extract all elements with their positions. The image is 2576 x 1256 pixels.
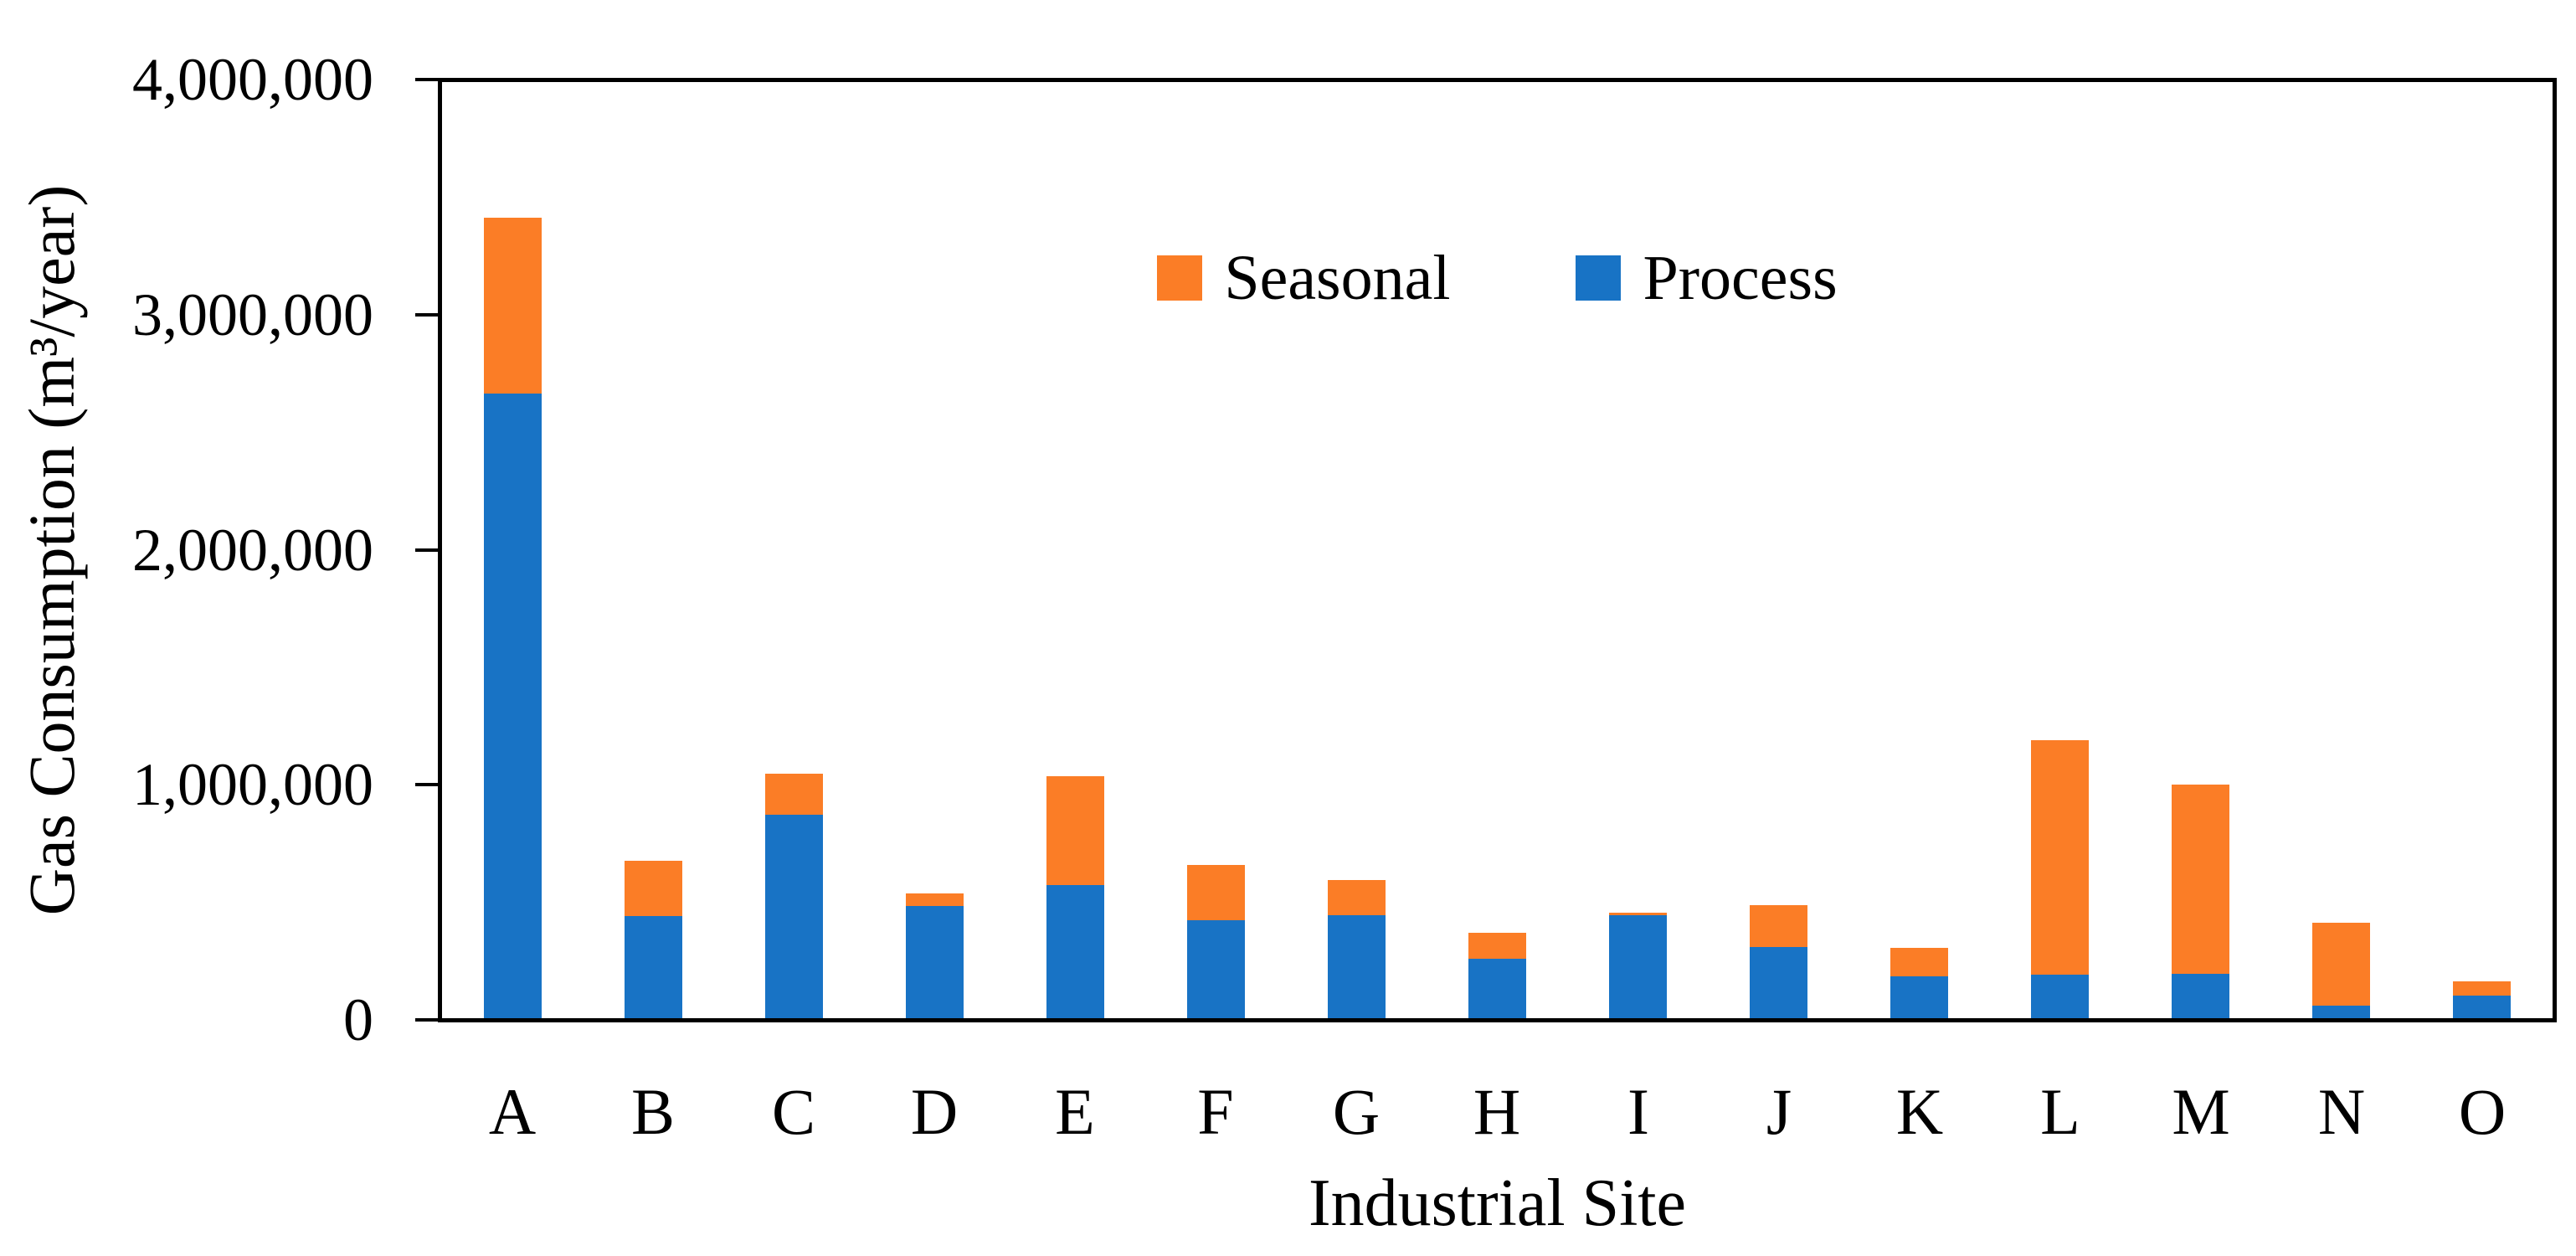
x-tick-label-M: M xyxy=(2172,1075,2230,1148)
x-tick-label-K: K xyxy=(1895,1075,1944,1148)
bar-G-process-segment xyxy=(1328,915,1386,1018)
x-tick-label-G: G xyxy=(1332,1075,1381,1148)
bar-J-process-segment xyxy=(1750,947,1807,1018)
bar-A-seasonal-segment xyxy=(484,218,542,394)
legend-swatch-seasonal xyxy=(1157,255,1203,301)
legend-label-process: Process xyxy=(1643,243,1838,313)
bar-F-seasonal-segment xyxy=(1187,865,1245,920)
bar-D-process-segment xyxy=(906,906,964,1018)
bar-C-process-segment xyxy=(765,815,823,1018)
x-tick-label-J: J xyxy=(1766,1075,1792,1148)
bar-H-process-segment xyxy=(1468,959,1526,1018)
bar-N-seasonal-segment xyxy=(2312,923,2370,1006)
bar-F-process-segment xyxy=(1187,920,1245,1018)
legend: Seasonal Process xyxy=(438,246,2557,310)
legend-entry-seasonal: Seasonal xyxy=(1157,246,1450,310)
y-axis-tick-0 xyxy=(415,1018,438,1022)
bar-E-process-segment xyxy=(1046,885,1104,1018)
x-tick-label-H: H xyxy=(1473,1075,1521,1148)
x-tick-label-N: N xyxy=(2317,1075,2366,1148)
y-axis-tick-1000000 xyxy=(415,783,438,786)
bar-L-process-segment xyxy=(2031,975,2089,1018)
x-axis-title: Industrial Site xyxy=(1308,1166,1687,1240)
bar-I-process-segment xyxy=(1609,915,1667,1018)
x-tick-label-E: E xyxy=(1055,1075,1095,1148)
bar-I-seasonal-segment xyxy=(1609,913,1667,915)
bar-M-process-segment xyxy=(2172,974,2229,1018)
legend-label-seasonal: Seasonal xyxy=(1224,243,1451,313)
bar-K-seasonal-segment xyxy=(1890,948,1948,976)
bar-O-seasonal-segment xyxy=(2453,981,2511,996)
y-tick-label-0: 0 xyxy=(343,986,373,1053)
bar-C-seasonal-segment xyxy=(765,774,823,815)
y-tick-label-4000000: 4,000,000 xyxy=(132,46,373,113)
bar-K-process-segment xyxy=(1890,976,1948,1018)
bar-B-process-segment xyxy=(625,916,682,1018)
x-tick-label-B: B xyxy=(630,1075,676,1148)
x-tick-label-D: D xyxy=(910,1075,959,1148)
x-tick-label-O: O xyxy=(2458,1075,2507,1148)
bar-M-seasonal-segment xyxy=(2172,785,2229,974)
legend-swatch-process xyxy=(1576,255,1622,301)
legend-entry-process: Process xyxy=(1576,243,1838,313)
y-axis-tick-3000000 xyxy=(415,313,438,317)
bar-O-process-segment xyxy=(2453,996,2511,1018)
bar-B-seasonal-segment xyxy=(625,861,682,916)
y-axis-tick-2000000 xyxy=(415,548,438,552)
bar-D-seasonal-segment xyxy=(906,893,964,906)
y-tick-label-3000000: 3,000,000 xyxy=(132,281,373,348)
x-tick-label-C: C xyxy=(771,1075,816,1148)
y-tick-label-2000000: 2,000,000 xyxy=(132,517,373,584)
x-tick-label-A: A xyxy=(488,1075,537,1148)
x-tick-label-F: F xyxy=(1197,1075,1234,1148)
plot-area xyxy=(438,78,2557,1022)
y-axis-tick-4000000 xyxy=(415,78,438,81)
bar-A-process-segment xyxy=(484,394,542,1018)
bar-N-process-segment xyxy=(2312,1006,2370,1018)
bar-H-seasonal-segment xyxy=(1468,933,1526,959)
bar-J-seasonal-segment xyxy=(1750,905,1807,947)
x-tick-label-I: I xyxy=(1627,1075,1649,1148)
y-tick-label-1000000: 1,000,000 xyxy=(132,751,373,818)
bar-E-seasonal-segment xyxy=(1046,776,1104,885)
bar-G-seasonal-segment xyxy=(1328,880,1386,915)
bar-L-seasonal-segment xyxy=(2031,740,2089,975)
x-tick-label-L: L xyxy=(2040,1075,2080,1148)
